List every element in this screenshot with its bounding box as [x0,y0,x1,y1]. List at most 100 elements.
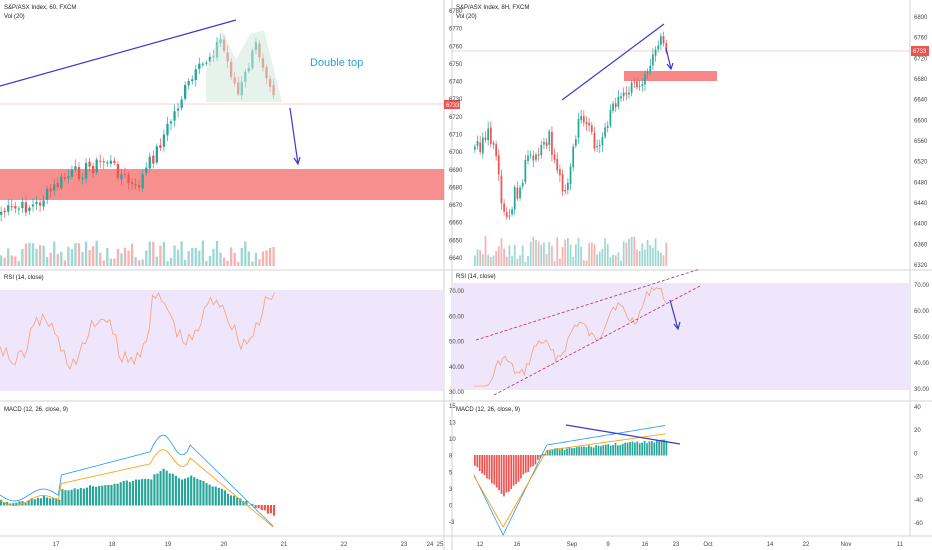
volume-bar [113,258,116,266]
volume-bar [84,241,88,266]
candle-body [646,71,649,74]
macd-histogram-bar [498,455,500,491]
candle-body [109,160,112,164]
macd-histogram-bar [563,450,566,456]
candle-body [481,137,484,154]
macd-histogram-bar [653,442,656,456]
left-rsi-axis: 70.00 60.00 50.00 40.00 30.00 [449,289,465,396]
volume-bar [492,255,495,266]
volume-bar [519,255,521,266]
volume-bar [633,236,636,266]
macd-histogram-bar [646,443,648,456]
macd-histogram-bar [202,480,205,506]
candle-body [521,183,524,187]
macd-histogram-bar [122,480,125,506]
macd-histogram-bar [541,453,544,456]
volume-bar [109,258,112,266]
volume-bar [191,247,194,266]
macd-histogram-bar [199,480,202,506]
volume-bar [194,247,197,266]
candle-body [500,175,503,204]
macd-histogram-bar [602,444,605,456]
candle-body [70,169,74,177]
macd-tick-label: -40 [914,498,923,504]
macd-histogram-bar [217,487,220,506]
time-tick-label: Nov [841,542,852,548]
macd-histogram-bar [9,503,12,506]
macd-histogram-bar [138,479,141,506]
volume-bar [42,245,45,266]
volume-bar [567,238,569,266]
volume-bar [532,236,535,266]
macd-histogram-bar [621,443,624,456]
volume-bar [529,241,532,266]
volume-bar [272,247,275,266]
volume-bar [598,251,601,266]
time-tick-label: 14 [767,542,774,548]
macd-histogram-bar [551,449,554,456]
volume-bar [17,261,20,266]
macd-histogram-bar [651,441,653,456]
candle-body [593,132,596,149]
macd-histogram-bar [113,483,116,506]
volume-bar [590,242,593,266]
macd-histogram-bar [95,486,98,506]
right-rsi-band [452,283,910,390]
volume-bar [652,247,654,266]
volume-bar [585,260,588,266]
macd-histogram-bar [486,455,488,479]
macd-histogram-bar [544,453,547,456]
candle-body [53,184,56,191]
price-tick-label: 6560 [914,139,928,145]
price-tick-label: 6690 [449,168,463,174]
macd-histogram-bar [239,498,242,506]
volume-bar [638,250,641,266]
right-price-axis: 6800 6760 6720 6680 6640 6600 6560 6520 6480 6440… [914,15,928,269]
price-tick-label: 6320 [914,263,928,269]
candle-body [652,54,654,66]
left-chart-title: S&P/ASX Index, 60, FXCM [4,5,76,11]
candle-body [74,166,77,170]
volume-bar [169,257,173,266]
right-chart-title: S&P/ASX Index, 8H, FXCM [456,5,529,11]
volume-bar [127,250,130,266]
candle-body [24,202,28,213]
volume-bar [247,251,250,266]
volume-bar [487,254,490,266]
volume-bar [630,236,633,266]
volume-bar [548,242,551,266]
price-tick-label: 6660 [449,221,463,227]
macd-histogram-bar [556,448,559,456]
left-trendline-top [0,19,237,87]
rsi-tick-label: 40.00 [914,361,930,367]
macd-histogram-bar [233,495,236,506]
macd-histogram-bar [631,441,634,456]
macd-histogram-bar [251,504,254,506]
volume-bar [130,243,134,266]
macd-histogram-bar [236,497,239,506]
macd-histogram-bar [260,505,263,511]
candle-body [31,204,35,207]
macd-histogram-bar [131,480,135,506]
volume-bar [60,251,63,266]
volume-bar [212,248,215,266]
price-tick-label: 6400 [914,222,928,228]
candle-body [513,186,516,210]
candle-body [208,57,212,62]
right-macd-trendline [565,424,681,445]
macd-histogram-bar [27,500,30,506]
volume-bar [201,240,204,266]
candle-body [614,103,617,108]
time-tick-label: 23 [673,542,680,548]
volume-bar [551,245,553,266]
candle-body [38,202,42,206]
macd-histogram-bar [266,505,269,514]
candle-body [495,144,497,157]
macd-histogram-bar [658,440,660,456]
price-tick-label: 6640 [449,256,463,262]
candle-body [628,92,630,95]
macd-histogram-bar [180,479,184,506]
macd-histogram-bar [248,504,251,506]
candle-body [553,154,556,161]
